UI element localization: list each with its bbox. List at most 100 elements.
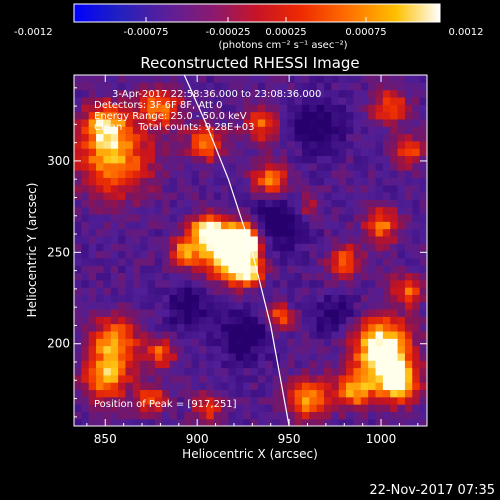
heatmap-cell [397,367,406,376]
heatmap-cell [228,360,237,369]
heatmap-cell [404,323,413,332]
heatmap-cell [368,382,377,391]
heatmap-cell [404,184,413,193]
heatmap-cell [331,250,340,259]
heatmap-cell [331,148,340,157]
heatmap-cell [309,162,318,171]
heatmap-cell [287,389,296,398]
heatmap-cell [88,82,97,91]
heatmap-cell [147,199,156,208]
heatmap-cell [272,235,281,244]
heatmap-cell [88,367,97,376]
heatmap-cell [375,294,384,303]
heatmap-cell [272,316,281,325]
heatmap-cell [191,360,200,369]
heatmap-cell [96,243,105,252]
heatmap-cell [243,221,252,230]
heatmap-cell [213,250,222,259]
heatmap-cell [287,111,296,120]
heatmap-cell [412,382,421,391]
heatmap-cell [250,75,259,83]
heatmap-cell [250,330,259,339]
heatmap-cell [279,316,288,325]
heatmap-cell [221,309,230,317]
heatmap-cell [404,228,413,237]
heatmap-cell [397,235,406,244]
heatmap-cell [279,170,288,178]
heatmap-cell [176,192,185,200]
heatmap-cell [368,192,377,200]
heatmap-cell [419,133,427,142]
heatmap-cell [353,133,362,142]
heatmap-cell [206,184,215,193]
heatmap-cell [272,140,281,149]
heatmap-cell [301,184,310,193]
heatmap-cell [353,206,362,215]
colorbar: -0.0012 -0.00075 -0.00025 0.00025 0.0007… [14,3,484,51]
heatmap-cell [74,287,82,295]
heatmap-cell [338,272,347,281]
heatmap-cell [368,257,377,266]
heatmap-cell [338,213,347,222]
heatmap-cell [287,330,296,339]
heatmap-cell [206,352,215,361]
heatmap-cell [213,404,222,412]
heatmap-cell [250,140,259,149]
heatmap-cell [162,148,171,157]
heatmap-cell [147,411,156,420]
heatmap-cell [81,148,90,157]
heatmap-cell [324,243,332,252]
heatmap-cell [412,338,421,347]
heatmap-cell [265,213,274,222]
heatmap-cell [382,199,391,208]
heatmap-cell [184,352,193,361]
heatmap-cell [147,89,156,98]
heatmap-cell [191,411,200,420]
heatmap-cell [419,338,427,347]
heatmap-cell [88,118,97,127]
heatmap-cell [74,89,82,98]
heatmap-cell [96,177,105,186]
heatmap-cell [360,148,369,157]
heatmap-cell [419,323,427,332]
heatmap-cell [397,221,406,230]
heatmap-cell [404,140,413,149]
heatmap-cell [419,170,427,178]
heatmap-cell [294,221,303,230]
heatmap-cell [110,192,119,200]
heatmap-cell [81,133,90,142]
heatmap-cell [346,104,355,113]
heatmap-cell [125,345,134,354]
heatmap-cell [110,360,119,369]
heatmap-cell [199,345,207,354]
heatmap-cell [125,396,134,405]
heatmap-cell [272,345,281,354]
heatmap-cell [235,338,244,347]
heatmap-cell [125,287,134,295]
heatmap-cell [272,396,281,405]
heatmap-cell [331,140,340,149]
heatmap-cell [88,345,97,354]
heatmap-cell [346,184,355,193]
heatmap-cell [154,316,163,325]
heatmap-cell [228,162,237,171]
heatmap-cell [213,360,222,369]
heatmap-cell [243,82,252,91]
heatmap-cell [353,272,362,281]
heatmap-cell [199,126,207,135]
heatmap-cell [243,148,252,157]
heatmap-cell [331,82,340,91]
heatmap-cell [397,118,406,127]
heatmap-cell [74,330,82,339]
heatmap-cell [250,396,259,405]
heatmap-cell [132,338,141,347]
heatmap-cell [287,75,296,83]
heatmap-cell [118,316,127,325]
heatmap-cell [331,265,340,274]
heatmap-cell [213,118,222,127]
heatmap-cell [294,418,303,426]
heatmap-cell [404,170,413,178]
heatmap-cell [103,265,112,274]
heatmap-cell [272,96,281,105]
heatmap-cell [169,155,178,164]
